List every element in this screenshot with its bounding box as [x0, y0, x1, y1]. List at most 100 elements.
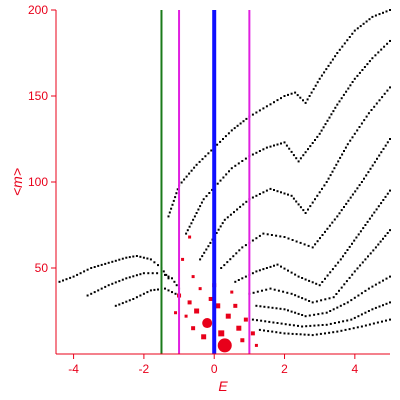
data-point: [292, 154, 295, 157]
data-point: [104, 285, 107, 288]
data-point: [62, 279, 64, 282]
data-point: [128, 276, 131, 279]
data-point: [269, 145, 272, 148]
axes-layer: [55, 10, 390, 355]
cluster-point: [230, 290, 234, 294]
data-point: [251, 196, 254, 199]
data-point: [275, 234, 278, 237]
data-point: [290, 92, 293, 95]
data-point: [336, 306, 339, 309]
data-point: [382, 304, 384, 307]
data-point: [342, 320, 345, 323]
data-point: [185, 232, 188, 235]
data-point: [142, 292, 145, 295]
data-point: [346, 301, 349, 304]
data-point: [326, 227, 329, 230]
data-point: [229, 258, 232, 261]
data-point: [309, 205, 312, 208]
data-point: [360, 181, 363, 183]
data-point: [308, 300, 311, 302]
data-point: [93, 266, 96, 268]
data-point: [353, 296, 356, 299]
data-point: [244, 244, 247, 247]
data-point: [301, 297, 304, 300]
y-tick-label: 100: [28, 175, 48, 189]
data-point: [331, 221, 334, 224]
data-point: [332, 308, 335, 311]
data-point: [265, 105, 268, 108]
data-point: [97, 289, 100, 292]
data-point: [132, 275, 135, 278]
data-point: [174, 292, 177, 295]
data-point: [348, 328, 351, 331]
data-point: [172, 199, 175, 202]
data-point: [292, 197, 295, 200]
data-point: [325, 68, 328, 71]
data-point: [167, 277, 170, 280]
data-point: [251, 239, 254, 242]
data-point: [268, 320, 271, 323]
data-point: [222, 176, 225, 179]
data-point: [157, 264, 159, 267]
data-point: [296, 94, 299, 97]
data-point: [297, 312, 300, 315]
data-point: [188, 225, 191, 228]
data-point: [347, 87, 350, 90]
data-point: [283, 141, 286, 144]
data-point: [256, 290, 259, 293]
data-point: [267, 330, 270, 333]
data-point: [364, 289, 367, 292]
data-point: [252, 291, 255, 294]
data-point: [351, 32, 354, 35]
data-point: [316, 81, 319, 84]
data-point: [329, 310, 332, 312]
data-point: [328, 331, 331, 334]
data-point: [162, 270, 165, 273]
data-point: [251, 318, 254, 321]
data-point: [336, 52, 339, 54]
data-point: [183, 178, 186, 181]
data-point: [262, 191, 265, 194]
data-point: [121, 302, 124, 305]
data-point: [325, 323, 328, 326]
data-point: [107, 284, 110, 287]
data-point: [328, 224, 331, 227]
data-point: [389, 86, 391, 89]
data-point: [276, 190, 279, 193]
data-point: [271, 306, 274, 309]
data-point: [329, 322, 332, 325]
data-point: [93, 291, 96, 294]
data-point: [343, 303, 346, 306]
data-point: [327, 177, 330, 180]
data-point: [303, 333, 306, 336]
data-point: [65, 278, 68, 281]
data-point: [156, 272, 159, 275]
data-point: [171, 203, 174, 206]
series-10: [251, 301, 391, 328]
data-point: [72, 275, 75, 278]
data-point: [348, 36, 351, 38]
series-6: [220, 138, 391, 269]
data-point: [356, 74, 359, 77]
data-point: [373, 161, 376, 164]
cluster-point: [174, 311, 178, 315]
data-point: [374, 54, 377, 57]
data-point: [314, 243, 317, 246]
data-point: [369, 252, 372, 255]
data-point: [357, 294, 360, 297]
cluster-point: [202, 318, 213, 329]
data-point: [224, 135, 227, 138]
data-point: [350, 318, 353, 321]
data-point: [384, 234, 387, 237]
data-point: [331, 58, 334, 61]
data-point: [353, 239, 356, 242]
data-point: [186, 229, 189, 232]
data-point: [302, 99, 304, 102]
data-point: [295, 157, 298, 160]
data-point: [299, 96, 302, 99]
data-point: [304, 315, 307, 318]
data-point: [287, 332, 290, 335]
data-point: [153, 261, 156, 264]
data-point: [242, 120, 245, 123]
data-point: [262, 268, 265, 271]
